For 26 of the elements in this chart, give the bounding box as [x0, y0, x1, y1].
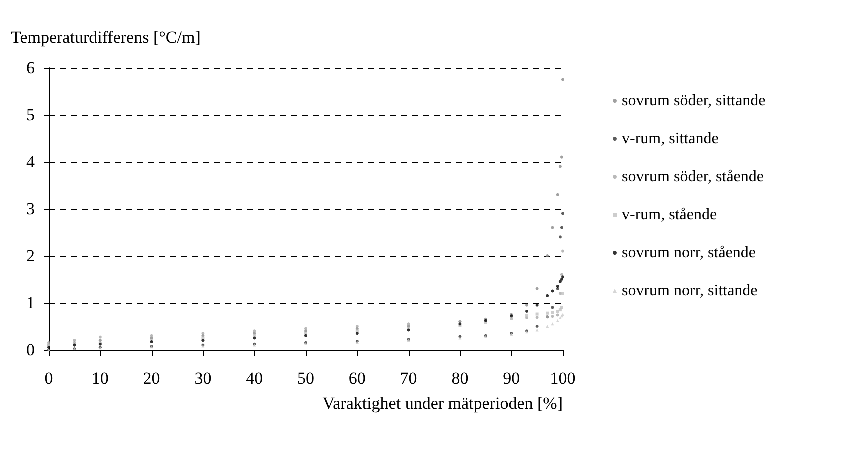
x-tick-label: 20 [143, 369, 160, 388]
x-axis-title: Varaktighet under mätperioden [%] [322, 394, 563, 413]
x-tick-label: 60 [348, 369, 366, 388]
x-tick-label: 70 [400, 369, 418, 388]
x-tick-label: 90 [503, 369, 520, 388]
x-tick-label: 40 [246, 369, 264, 388]
y-tick-label: 3 [26, 200, 35, 218]
x-tick-label: 80 [452, 369, 469, 388]
x-tick-label: 30 [194, 369, 212, 388]
y-tick-label: 1 [26, 294, 35, 312]
y-tick-label: 5 [26, 106, 35, 124]
y-tick-label: 4 [26, 152, 36, 172]
legend-label: v-rum, sittande [622, 130, 719, 148]
x-tick-label: 0 [44, 369, 54, 388]
y-tick-label: 0 [26, 340, 35, 360]
legend-label: sovrum söder, sittande [622, 92, 766, 110]
legend-label: sovrum norr, stående [622, 244, 756, 262]
legend-label: sovrum norr, sittande [622, 282, 758, 300]
legend-label: sovrum söder, stående [622, 168, 764, 186]
y-tick-label: 2 [26, 246, 35, 266]
y-axis-title: Temperaturdifferens [°C/m] [11, 28, 201, 47]
legend-label: v-rum, stående [622, 206, 718, 224]
x-tick-label: 100 [550, 369, 576, 388]
y-tick-label: 6 [26, 58, 35, 78]
x-tick-label: 50 [298, 369, 314, 388]
x-tick-label: 10 [92, 369, 109, 388]
